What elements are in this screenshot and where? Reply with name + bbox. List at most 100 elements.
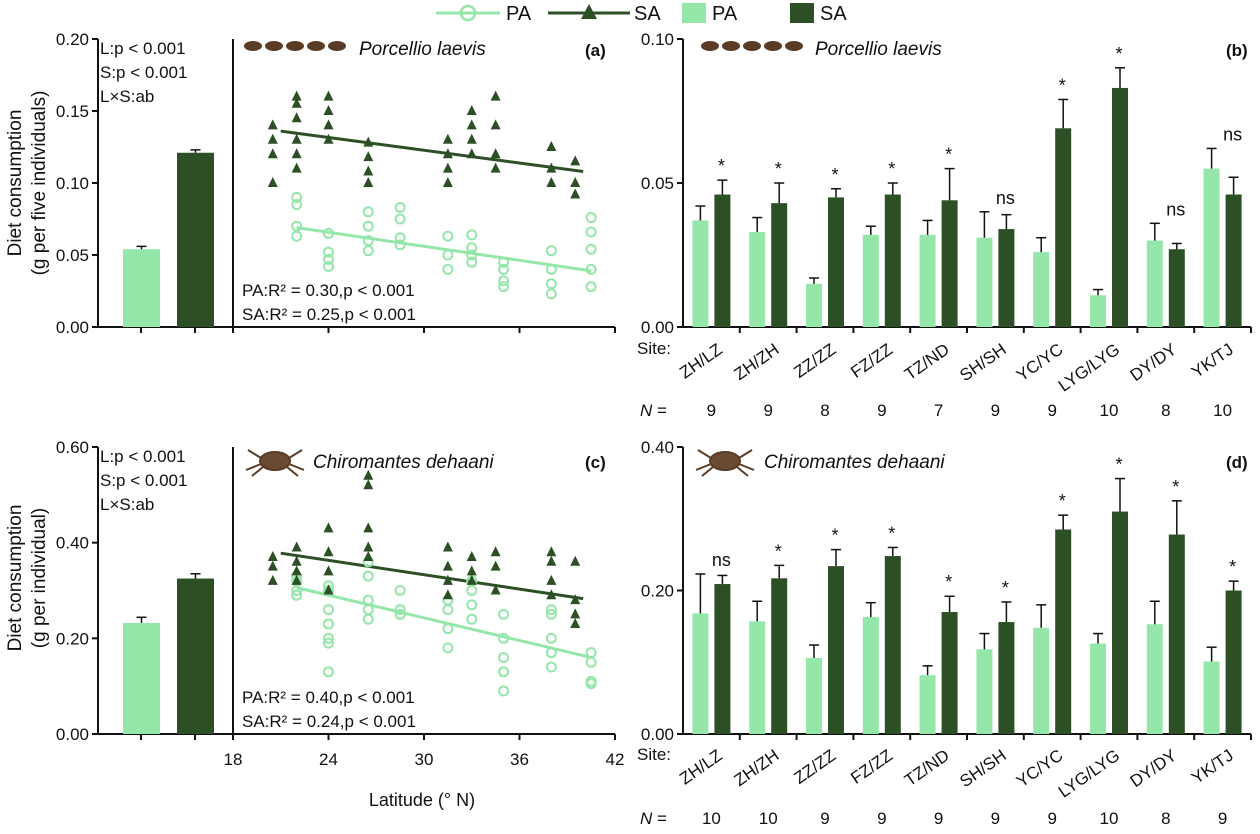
bar-pa-d bbox=[806, 657, 822, 734]
ylabel-bottom-group: Diet consumption bbox=[5, 505, 26, 652]
woodlouse-icon bbox=[307, 41, 325, 51]
bar-sa-b bbox=[998, 229, 1015, 327]
scatter-point-pa-a bbox=[585, 281, 597, 293]
bar-pa-d bbox=[749, 621, 766, 734]
scatter-point-pa-a bbox=[545, 288, 557, 300]
y-tick-label-c: 0.40 bbox=[56, 534, 89, 553]
scatter-point-pa-c bbox=[323, 618, 334, 630]
scatter-point-sa-a bbox=[291, 148, 302, 159]
sample-size-b: 9 bbox=[1047, 401, 1056, 420]
site-tick-label-b: FZ/ZZ bbox=[847, 340, 896, 382]
scatter-point-pa-c bbox=[442, 642, 454, 654]
species-label-b: Porcellio laevis bbox=[815, 39, 942, 60]
bar-pa-c bbox=[123, 623, 160, 734]
significance-label-b: ns bbox=[996, 188, 1015, 208]
ylabel-bottom-line2: (g per individual) bbox=[29, 508, 50, 648]
significance-label-b: * bbox=[775, 159, 782, 179]
significance-label-b: * bbox=[718, 156, 725, 176]
bar-sa-d bbox=[771, 578, 788, 734]
significance-label-b: * bbox=[831, 165, 838, 185]
site-tick-label-d: DY/DY bbox=[1127, 746, 1180, 791]
regression-pa-c: PA:R² = 0.40,p < 0.001 bbox=[242, 688, 415, 707]
legend-pa-bar-swatch bbox=[682, 3, 706, 23]
scatter-point-pa-c bbox=[323, 637, 334, 649]
legend: PA SA PA SA bbox=[436, 3, 847, 25]
sample-size-d: 8 bbox=[1161, 809, 1170, 828]
anova-line-2-a: S:p < 0.001 bbox=[100, 63, 187, 82]
scatter-point-sa-a bbox=[323, 119, 334, 130]
x-tick-label-lat-c: 24 bbox=[319, 750, 338, 769]
regression-sa-a: SA:R² = 0.25,p < 0.001 bbox=[242, 305, 416, 324]
sample-size-d: 9 bbox=[1047, 809, 1056, 828]
panel-d: Chiromantes dehaani (d) Site: N = bbox=[637, 452, 1248, 828]
y-tick-label-a: 0.15 bbox=[56, 102, 89, 121]
y-tick-label-d: 0.20 bbox=[641, 582, 674, 601]
scatter-point-sa-a bbox=[442, 162, 453, 173]
bar-sa-d bbox=[1055, 529, 1072, 734]
scatter-point-sa-c bbox=[442, 574, 453, 585]
scatter-point-sa-c bbox=[291, 541, 302, 552]
bar-sa-b bbox=[771, 203, 788, 327]
woodlouse-icon-group-b bbox=[701, 41, 803, 51]
sample-size-b: 9 bbox=[877, 401, 886, 420]
anova-line-1-a: L:p < 0.001 bbox=[100, 39, 186, 58]
bar-sa-c bbox=[177, 578, 214, 734]
scatter-point-sa-c bbox=[363, 479, 374, 490]
sample-size-d: 9 bbox=[1218, 809, 1227, 828]
site-tick-label-b: YK/TJ bbox=[1188, 340, 1237, 382]
scatter-point-sa-a bbox=[442, 177, 453, 187]
scatter-point-pa-a bbox=[394, 213, 406, 225]
scatter-point-pa-c bbox=[362, 613, 374, 625]
bar-sa-d bbox=[1112, 511, 1128, 734]
bar-pa-b bbox=[1090, 295, 1106, 327]
significance-label-d: * bbox=[888, 523, 895, 543]
sample-size-b: 8 bbox=[820, 401, 829, 420]
scatter-point-pa-a bbox=[442, 249, 454, 261]
scatter-point-pa-c bbox=[323, 604, 334, 616]
woodlouse-icon bbox=[785, 41, 803, 51]
scatter-point-sa-c bbox=[291, 574, 302, 585]
scatter-point-sa-c bbox=[267, 551, 278, 562]
significance-label-d: * bbox=[945, 572, 952, 592]
scatter-point-sa-c bbox=[490, 546, 501, 557]
sample-size-b: 8 bbox=[1161, 401, 1170, 420]
significance-label-b: * bbox=[1115, 44, 1122, 64]
site-tick-label-b: ZZ/ZZ bbox=[790, 340, 839, 382]
scatter-point-sa-a bbox=[546, 141, 557, 151]
scatter-point-sa-c bbox=[546, 589, 557, 600]
scatter-point-pa-c bbox=[498, 651, 510, 663]
scatter-point-pa-a bbox=[498, 256, 510, 268]
bar-sa-b bbox=[1168, 249, 1185, 327]
scatter-point-sa-a bbox=[490, 119, 501, 130]
scatter-point-sa-a bbox=[363, 151, 374, 162]
sample-size-d: 9 bbox=[877, 809, 886, 828]
y-tick-label-a: 0.05 bbox=[56, 246, 89, 265]
crab-icon-d bbox=[695, 449, 755, 477]
bar-sa-d bbox=[1168, 534, 1185, 734]
scatter-point-pa-a bbox=[545, 245, 557, 257]
scatter-point-sa-a bbox=[267, 133, 278, 144]
scatter-point-sa-c bbox=[546, 546, 557, 557]
x-tick-label-lat-c: 42 bbox=[606, 750, 625, 769]
scatter-point-pa-a bbox=[291, 230, 303, 242]
scatter-point-sa-a bbox=[490, 148, 501, 159]
bar-pa-d bbox=[1033, 627, 1050, 734]
scatter-point-sa-a bbox=[363, 177, 374, 187]
scatter-point-sa-a bbox=[570, 188, 581, 199]
scatter-point-sa-c bbox=[466, 565, 477, 576]
sample-size-b: 9 bbox=[763, 401, 772, 420]
bar-pa-b bbox=[692, 220, 709, 327]
significance-label-d: * bbox=[1059, 491, 1066, 511]
scatter-point-sa-c bbox=[267, 574, 278, 585]
scatter-point-sa-c bbox=[570, 555, 581, 566]
scatter-point-pa-c bbox=[362, 570, 374, 582]
panel-letter-c: (c) bbox=[585, 453, 606, 472]
sample-size-b: 9 bbox=[707, 401, 716, 420]
scatter-point-pa-a bbox=[498, 281, 510, 293]
bar-pa-a bbox=[123, 249, 160, 327]
bar-pa-d bbox=[692, 613, 709, 734]
anova-line-3-c: L×S:ab bbox=[100, 495, 154, 514]
scatter-point-pa-c bbox=[291, 589, 303, 601]
bar-pa-d bbox=[1203, 661, 1220, 734]
legend-pa-circle-marker bbox=[459, 4, 477, 22]
